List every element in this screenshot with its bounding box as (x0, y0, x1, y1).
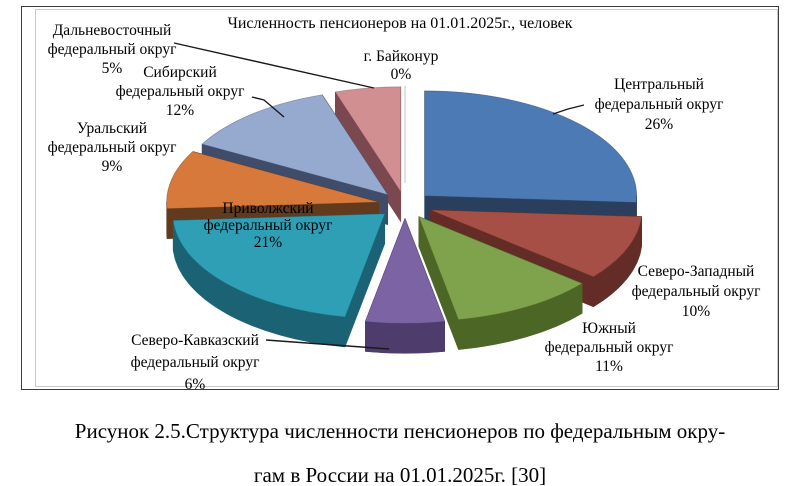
leader-line-fareast (173, 42, 375, 89)
callout-south: Южный федеральный округ 11% (514, 319, 704, 376)
callout-northwest-value: 10% (681, 303, 711, 320)
leader-line-central (552, 104, 585, 115)
plot-area-border (35, 9, 778, 387)
callout-volga: Приволжский федеральный округ 21% (168, 200, 368, 251)
callout-south-name-line1: Южный (582, 320, 636, 337)
pie-slice-central-top-face (424, 90, 638, 203)
pie-slice-siberian-top-face (201, 94, 389, 196)
pie-slice-caucasus (364, 218, 446, 354)
pie-slice-south-top-face (418, 216, 583, 320)
callout-fareast-value: 5% (101, 60, 123, 77)
chart-title: Численность пенсионеров на 01.01.2025г.,… (227, 15, 573, 32)
callout-central: Центральный федеральный округ 26% (569, 75, 749, 135)
callout-siberian-name-line1: Сибирский (143, 64, 217, 81)
callout-siberian-value: 12% (165, 102, 195, 119)
callout-fareast: Дальневосточный федеральный округ 5% (17, 21, 207, 78)
callout-siberian: Сибирский федеральный округ 12% (85, 63, 275, 120)
callout-caucasus-value: 6% (184, 376, 206, 393)
callout-ural-name-line1: Уральский (76, 120, 148, 137)
callout-fareast-name-line1: Дальневосточный (52, 22, 172, 39)
callout-northwest-name-line2: федеральный округ (631, 283, 761, 300)
callout-ural-value: 9% (101, 158, 123, 175)
callout-central-name-line1: Центральный (614, 76, 704, 93)
pie-slice-ural-top-face (166, 151, 379, 210)
pie-slice-south (418, 216, 583, 350)
figure-caption-line-1: Рисунок 2.5.Структура численности пенсио… (74, 419, 726, 443)
callout-volga-name-line1: Приволжский (222, 200, 314, 217)
callout-volga-name-line2: федеральный округ (203, 217, 333, 234)
pie-slice-caucasus-top-face (364, 218, 446, 324)
callout-central-name-line2: федеральный округ (594, 96, 724, 113)
callout-south-name-line2: федеральный округ (544, 339, 674, 356)
callout-caucasus: Северо-Кавказский федеральный округ 6% (95, 330, 295, 396)
callout-ural: Уральский федеральный округ 9% (22, 119, 202, 176)
callout-baikonur-value: 0% (390, 66, 412, 83)
leader-line-caucasus (265, 339, 390, 350)
callout-northwest-name-line1: Северо-Западный (637, 263, 755, 280)
callout-baikonur-name-line1: г. Байконур (363, 48, 439, 65)
pie-slice-fareast-top-face (334, 86, 402, 193)
callout-fareast-name-line2: федеральный округ (47, 41, 177, 58)
callout-caucasus-name-line1: Северо-Кавказский (131, 332, 259, 349)
callout-volga-value: 21% (253, 234, 283, 251)
figure-caption-line-2: гам в России на 01.01.2025г. [30] (253, 463, 547, 486)
callout-central-value: 26% (644, 116, 674, 133)
callout-ural-name-line2: федеральный округ (47, 139, 177, 156)
callout-baikonur: г. Байконур 0% (326, 48, 476, 84)
callout-siberian-name-line2: федеральный округ (115, 83, 245, 100)
pie-slice-volga (172, 213, 386, 348)
pie-slice-northwest-top-face (429, 209, 643, 278)
leader-line-siberian (251, 96, 285, 118)
pie-slice-volga-top-face (172, 213, 386, 318)
callout-south-value: 11% (595, 358, 623, 375)
callout-northwest: Северо-Западный федеральный округ 10% (606, 262, 786, 322)
figure-caption: Рисунок 2.5.Структура численности пенсио… (0, 409, 800, 486)
callout-caucasus-name-line2: федеральный округ (130, 354, 260, 371)
